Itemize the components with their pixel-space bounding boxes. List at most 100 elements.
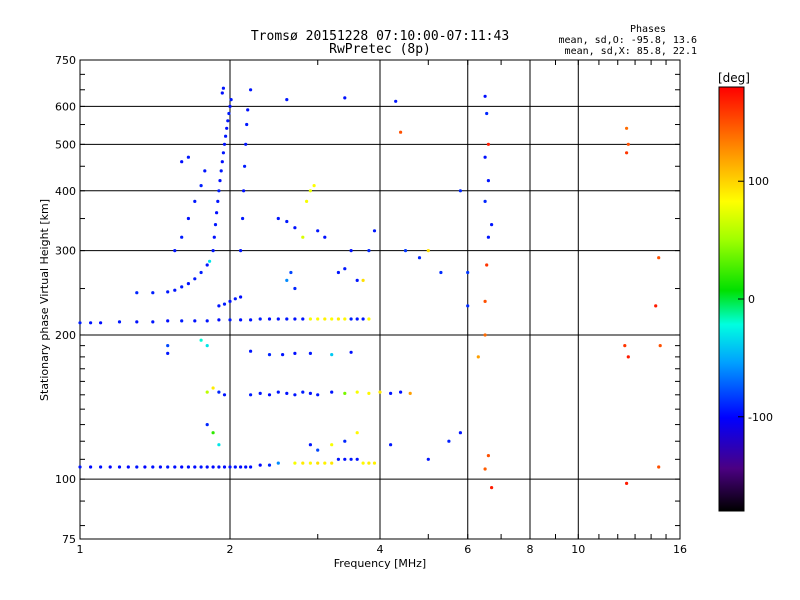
- data-point: [151, 291, 155, 295]
- data-point: [336, 317, 340, 321]
- data-point: [447, 439, 451, 443]
- data-point: [243, 164, 247, 168]
- data-point: [239, 318, 243, 322]
- data-point: [249, 393, 253, 397]
- data-point: [276, 216, 280, 221]
- data-point: [239, 249, 243, 253]
- data-point: [135, 465, 139, 469]
- data-point: [173, 465, 177, 469]
- data-point: [180, 285, 184, 289]
- data-point: [657, 256, 661, 260]
- data-point: [330, 390, 334, 394]
- data-point: [372, 461, 377, 465]
- x-tick-label: 4: [377, 543, 384, 556]
- data-point: [245, 122, 249, 127]
- data-point: [218, 179, 222, 183]
- data-point: [378, 390, 382, 394]
- data-point: [193, 465, 197, 469]
- data-point: [166, 465, 170, 469]
- data-point: [399, 390, 403, 394]
- colorbar-tick-label: 0: [748, 293, 755, 306]
- data-point: [258, 463, 262, 467]
- data-point: [276, 317, 280, 321]
- data-point: [330, 353, 334, 357]
- data-point: [267, 317, 272, 321]
- data-point: [483, 467, 487, 471]
- data-point: [486, 179, 490, 183]
- data-point: [301, 461, 305, 465]
- data-point: [205, 390, 209, 394]
- data-point: [229, 98, 233, 102]
- data-point: [233, 297, 237, 301]
- x-tick-label: 16: [673, 543, 687, 556]
- data-point: [439, 270, 443, 275]
- y-tick-label: 100: [55, 473, 76, 486]
- data-point: [389, 391, 393, 395]
- data-point: [323, 235, 327, 239]
- data-point: [222, 142, 227, 146]
- data-point: [199, 338, 203, 342]
- data-point: [312, 184, 316, 188]
- data-point: [180, 235, 184, 239]
- data-point: [349, 249, 353, 253]
- data-point: [308, 189, 312, 193]
- data-point: [285, 219, 289, 224]
- data-point: [219, 169, 223, 173]
- x-axis-label: Frequency [MHz]: [334, 557, 426, 570]
- data-point: [476, 355, 480, 359]
- data-point: [222, 302, 227, 306]
- data-point: [208, 259, 212, 263]
- data-point: [625, 126, 629, 130]
- data-point: [458, 189, 462, 193]
- data-point: [180, 465, 184, 469]
- data-point: [485, 111, 489, 116]
- y-tick-label: 500: [55, 138, 76, 151]
- data-point: [394, 99, 398, 103]
- data-point: [205, 344, 209, 348]
- colorbar-ticks: 100 0 -100: [738, 175, 773, 424]
- data-point: [217, 443, 221, 447]
- data-points: [78, 86, 662, 490]
- x-tick-label: 2: [227, 543, 234, 556]
- data-point: [267, 393, 272, 397]
- data-point: [361, 278, 365, 282]
- data-point: [180, 160, 184, 164]
- data-point: [483, 94, 487, 98]
- data-point: [343, 267, 347, 271]
- data-point: [225, 126, 229, 130]
- data-point: [199, 184, 203, 188]
- data-point: [408, 391, 412, 395]
- data-point: [246, 108, 250, 112]
- data-point: [186, 465, 190, 469]
- data-point: [217, 390, 221, 394]
- data-point: [180, 319, 184, 323]
- data-point: [211, 249, 215, 253]
- data-point: [367, 317, 371, 321]
- data-point: [308, 443, 312, 447]
- data-point: [173, 249, 177, 253]
- data-point: [293, 393, 297, 397]
- data-point: [244, 142, 248, 146]
- data-point: [308, 317, 312, 321]
- data-point: [330, 461, 334, 465]
- data-point: [186, 282, 190, 286]
- data-point: [305, 199, 309, 203]
- data-point: [78, 321, 82, 325]
- data-point: [308, 391, 312, 395]
- data-point: [203, 169, 207, 173]
- y-axis-label: Stationary phase Virtual Height [km]: [38, 199, 51, 401]
- x-tick-label: 8: [527, 543, 534, 556]
- data-point: [211, 386, 215, 390]
- data-point: [355, 431, 359, 435]
- data-point: [173, 288, 177, 292]
- x-tick-label: 1: [77, 543, 84, 556]
- data-point: [483, 155, 487, 159]
- data-point: [233, 465, 237, 469]
- data-point: [426, 457, 430, 461]
- colorbar-label: [deg]: [718, 71, 750, 85]
- data-point: [367, 249, 371, 253]
- data-point: [285, 98, 289, 102]
- data-point: [228, 299, 232, 303]
- data-point: [483, 333, 487, 337]
- data-point: [293, 286, 297, 291]
